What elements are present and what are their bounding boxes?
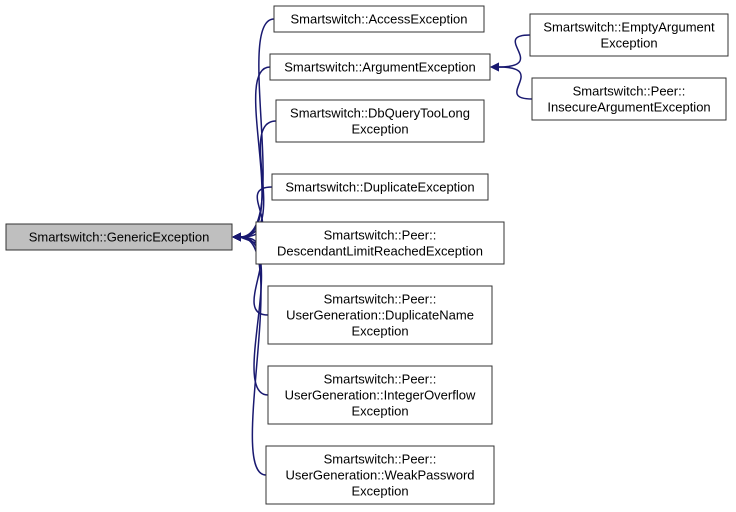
- class-label: InsecureArgumentException: [547, 99, 710, 114]
- class-node-dupname[interactable]: Smartswitch::Peer::UserGeneration::Dupli…: [268, 286, 492, 344]
- class-label: Smartswitch::Peer::: [324, 227, 437, 242]
- arrowhead: [490, 63, 499, 72]
- inheritance-edge: [498, 67, 532, 99]
- class-label: Smartswitch::EmptyArgument: [543, 19, 715, 34]
- class-label: Exception: [351, 483, 408, 498]
- class-label: UserGeneration::IntegerOverflow: [285, 387, 476, 402]
- class-label: Exception: [351, 403, 408, 418]
- class-label: Smartswitch::GenericException: [29, 229, 210, 244]
- class-label: Smartswitch::Peer::: [324, 291, 437, 306]
- class-label: Smartswitch::DbQueryTooLong: [290, 105, 470, 120]
- class-label: Exception: [351, 323, 408, 338]
- class-label: Smartswitch::DuplicateException: [285, 179, 474, 194]
- class-label: Exception: [600, 35, 657, 50]
- class-label: Smartswitch::AccessException: [290, 11, 467, 26]
- class-label: Smartswitch::ArgumentException: [284, 59, 475, 74]
- inheritance-edge: [240, 67, 270, 237]
- inheritance-diagram: Smartswitch::GenericExceptionSmartswitch…: [0, 0, 736, 512]
- class-node-argument[interactable]: Smartswitch::ArgumentException: [270, 54, 490, 80]
- class-label: Exception: [351, 121, 408, 136]
- class-node-weakpw[interactable]: Smartswitch::Peer::UserGeneration::WeakP…: [266, 446, 494, 504]
- class-label: Smartswitch::Peer::: [324, 451, 437, 466]
- arrowhead: [232, 233, 241, 242]
- class-node-dbquery[interactable]: Smartswitch::DbQueryTooLongException: [276, 100, 484, 142]
- class-node-emptyarg[interactable]: Smartswitch::EmptyArgumentException: [530, 14, 728, 56]
- class-node-descendant[interactable]: Smartswitch::Peer::DescendantLimitReache…: [256, 222, 504, 264]
- class-node-root[interactable]: Smartswitch::GenericException: [6, 224, 232, 250]
- class-node-insecure[interactable]: Smartswitch::Peer::InsecureArgumentExcep…: [532, 78, 726, 120]
- class-node-access[interactable]: Smartswitch::AccessException: [274, 6, 484, 32]
- inheritance-edge: [498, 35, 530, 67]
- class-label: DescendantLimitReachedException: [277, 243, 483, 258]
- class-label: UserGeneration::WeakPassword: [285, 467, 474, 482]
- class-label: UserGeneration::DuplicateName: [286, 307, 474, 322]
- class-node-duplicate[interactable]: Smartswitch::DuplicateException: [272, 174, 488, 200]
- class-label: Smartswitch::Peer::: [573, 83, 686, 98]
- class-label: Smartswitch::Peer::: [324, 371, 437, 386]
- class-node-intoverflow[interactable]: Smartswitch::Peer::UserGeneration::Integ…: [268, 366, 492, 424]
